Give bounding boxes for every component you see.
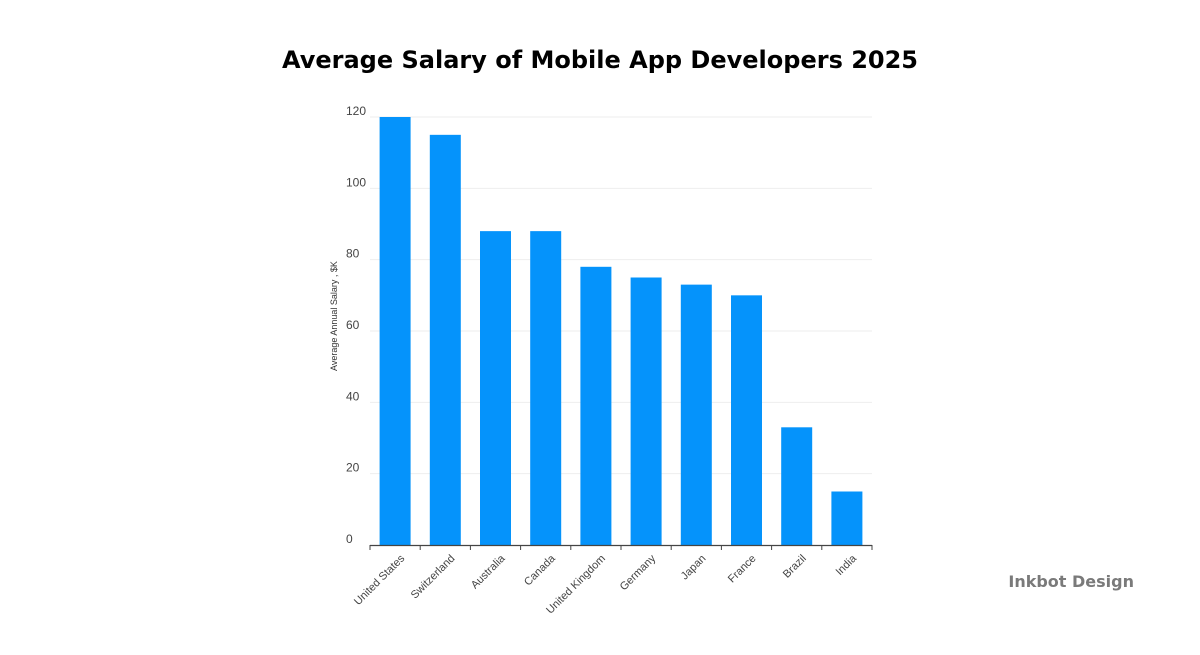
bar-australia [480,231,511,545]
y-tick-label: 120 [346,104,366,118]
bars [379,117,863,546]
x-tick-label: Japan [679,553,709,583]
bar-united-states [379,117,411,545]
x-tick-label: Switzerland [409,553,458,602]
bar-canada [530,231,562,545]
chart-title: Average Salary of Mobile App Developers … [282,46,918,74]
bar-germany [630,277,662,545]
y-tick-label: 40 [346,389,360,403]
x-tick-label: Brazil [781,553,809,581]
x-tick-label: Australia [469,552,508,591]
x-tick-labels: United States Switzerland Australia CanadaU… [352,552,860,616]
x-tick-label: Germany [618,552,659,593]
bar-india [831,491,863,545]
x-tick-label: United States [352,552,408,608]
x-tick-label: France [726,553,759,586]
x-tick-label: India [834,552,860,578]
bar-france [731,295,762,545]
x-tick-label: Canada [522,552,558,588]
y-tick-label: 20 [346,461,360,475]
bar-united-kingdom [580,266,612,545]
bar-brazil [781,427,813,545]
y-tick-label: 0 [346,532,353,546]
y-tick-label: 60 [346,318,360,332]
axes [369,544,873,550]
y-tick-labels: 0 20 40 60 80 100 120 [346,104,366,546]
watermark-text: Inkbot Design [1008,572,1134,591]
y-axis-label: Average Annual Salary , $K [329,261,339,371]
bar-switzerland [429,134,461,546]
y-tick-label: 100 [346,175,366,189]
y-tick-label: 80 [346,247,360,261]
bar-japan [680,284,712,545]
